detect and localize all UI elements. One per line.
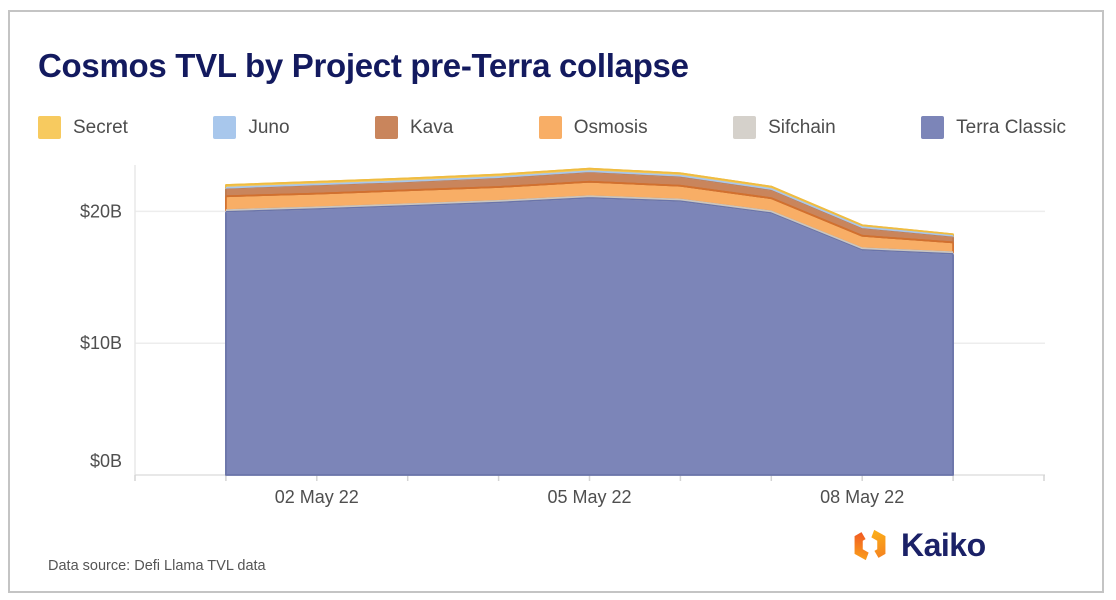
legend-swatch [538, 116, 562, 139]
legend-swatch [921, 116, 945, 139]
x-tick-label: 02 May 22 [275, 487, 359, 507]
legend-item-label: Juno [248, 116, 290, 138]
area-osmosis[interactable] [225, 181, 954, 253]
area-topline [225, 167, 954, 236]
legend-item-label: Osmosis [573, 116, 648, 138]
legend-item-juno[interactable]: Juno [213, 116, 290, 139]
legend-item-terra-classic[interactable]: Terra Classic [921, 116, 1066, 139]
data-source-note: Data source: Defi Llama TVL data [48, 558, 266, 574]
kaiko-logo-icon [854, 529, 886, 561]
x-tick-label: 05 May 22 [547, 487, 631, 507]
legend-swatch [733, 116, 757, 139]
y-tick-label: $20B [80, 201, 122, 221]
legend-item-kava[interactable]: Kava [375, 116, 453, 139]
area-topline [225, 196, 954, 255]
kaiko-logo-text: Kaiko [901, 526, 986, 563]
legend: Secret Juno Kava Osmosis Sifchain Terra Class… [38, 116, 1066, 139]
kaiko-logo: Kaiko [849, 522, 986, 568]
legend-swatch [213, 116, 237, 139]
legend-item-sifchain[interactable]: Sifchain [733, 116, 836, 139]
area-topline [225, 180, 954, 244]
area-topline [225, 170, 954, 237]
legend-item-label: Terra Classic [956, 116, 1066, 138]
x-tick-label: 08 May 22 [820, 487, 904, 507]
y-tick-label: $0B [90, 451, 122, 471]
legend-item-label: Kava [410, 116, 454, 138]
legend-swatch [38, 116, 61, 139]
legend-item-osmosis[interactable]: Osmosis [538, 116, 648, 139]
y-tick-label: $10B [80, 333, 122, 353]
legend-item-label: Secret [73, 116, 128, 138]
chart-title: Cosmos TVL by Project pre-Terra collapse [38, 47, 689, 84]
area-terra-classic[interactable] [225, 197, 954, 475]
legend-item-secret[interactable]: Secret [38, 116, 128, 139]
legend-swatch [375, 116, 398, 139]
area-topline [225, 195, 954, 254]
legend-item-label: Sifchain [768, 116, 836, 138]
